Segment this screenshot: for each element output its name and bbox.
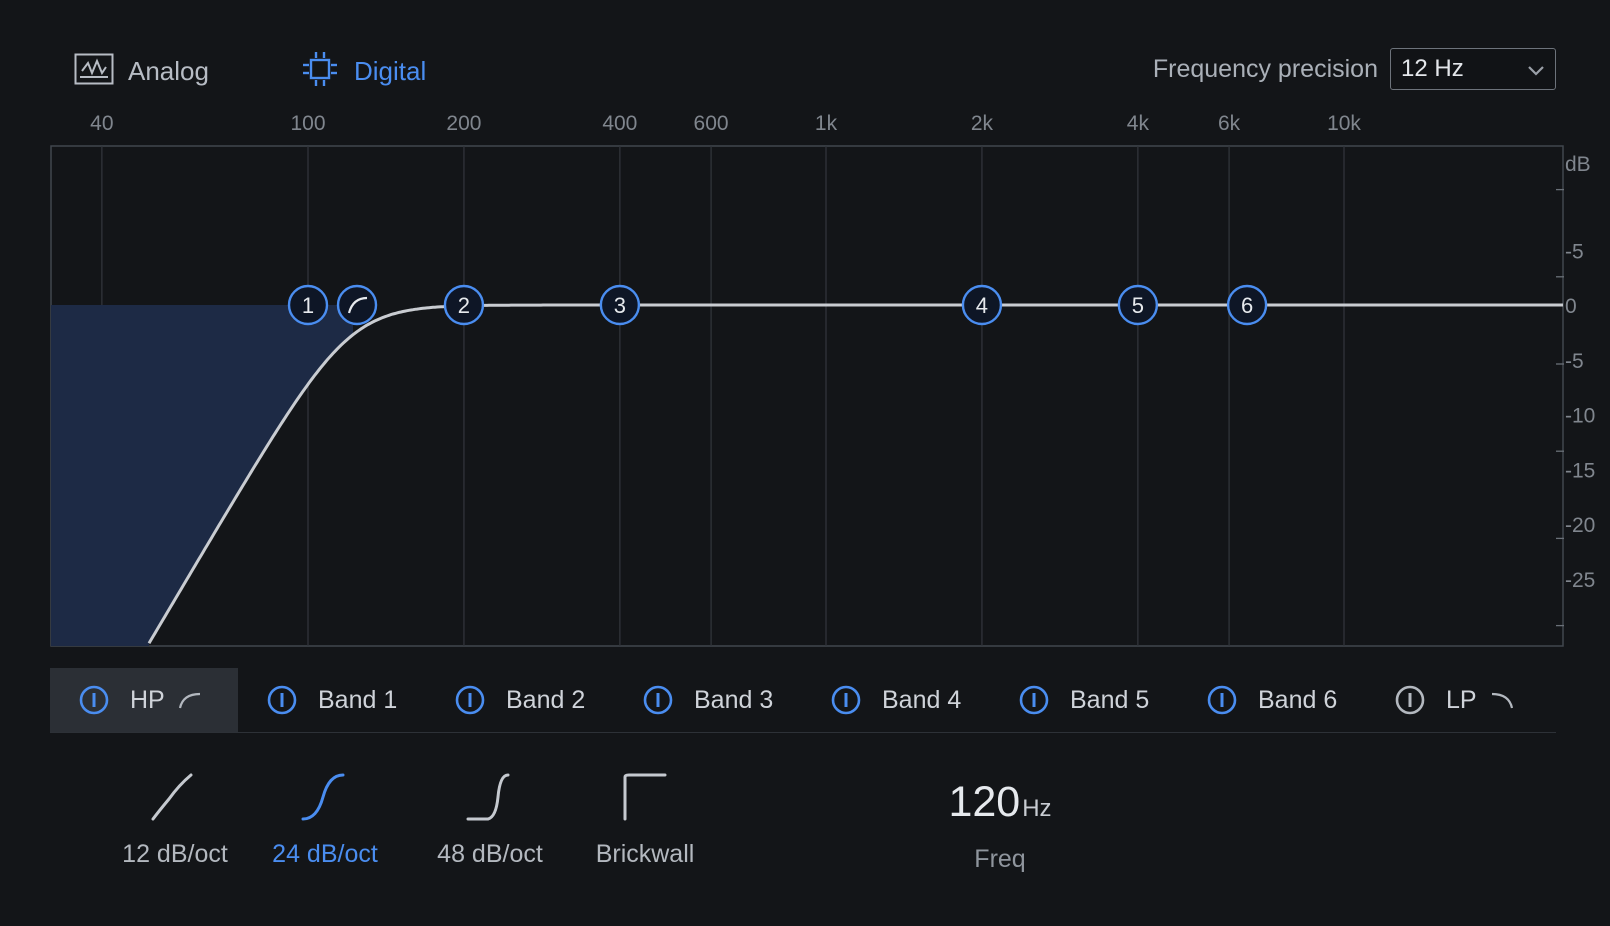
analog-meter-icon — [74, 53, 114, 90]
power-icon[interactable] — [454, 684, 486, 716]
band-node-label: 4 — [976, 293, 988, 318]
tab-label: Band 3 — [694, 685, 774, 714]
hp-node[interactable] — [336, 284, 378, 326]
freq-value: 120 — [948, 778, 1021, 826]
band-node-label: 2 — [458, 293, 470, 318]
chevron-down-icon — [1527, 55, 1545, 83]
db-tick-label: 0 — [1565, 295, 1577, 318]
band-node-label: 5 — [1132, 293, 1144, 318]
frequency-tick-label: 200 — [446, 112, 481, 135]
hp-curve-icon — [177, 690, 203, 710]
power-icon[interactable] — [830, 684, 862, 716]
db-scale: dB -5 0 -5 -10 -15 -20 -25 — [1556, 153, 1595, 627]
frequency-tick-label: 4k — [1127, 112, 1150, 135]
tab-band-5[interactable]: Band 5 — [990, 668, 1178, 732]
frequency-tick-label: 10k — [1327, 112, 1361, 135]
tab-label: Band 4 — [882, 685, 962, 714]
slope-label: 24 dB/oct — [272, 840, 378, 868]
slope-option-3[interactable]: 48 dB/oct — [410, 768, 570, 869]
tab-label: Band 1 — [318, 685, 398, 714]
tab-band-6[interactable]: Band 6 — [1178, 668, 1366, 732]
slope-label: 48 dB/oct — [437, 840, 543, 868]
db-unit: dB — [1565, 153, 1591, 176]
freq-unit: Hz — [1022, 795, 1052, 822]
frequency-tick-label: 6k — [1218, 112, 1241, 135]
slope-label: Brickwall — [595, 840, 695, 868]
tab-band-4[interactable]: Band 4 — [802, 668, 990, 732]
chip-icon — [300, 49, 340, 94]
frequency-precision-label: Frequency precision — [1152, 54, 1378, 83]
slope-option-2[interactable]: 24 dB/oct — [240, 768, 410, 869]
band-tabs: HP Band 1 Band 2 Band 3 Band 4 Band 5 Band 6 LP — [50, 668, 1556, 733]
frequency-precision-select[interactable]: 12 Hz — [1390, 48, 1556, 90]
frequency-tick-labels: 40 100 200 400 600 1k 2k 4k 6k 10k — [90, 112, 1361, 135]
brickwall-icon — [619, 768, 671, 828]
lp-curve-icon — [1489, 690, 1515, 710]
db-tick-label: -20 — [1565, 514, 1595, 537]
tab-lp[interactable]: LP — [1366, 668, 1554, 732]
frequency-grid — [101, 146, 1345, 646]
tab-label: Band 5 — [1070, 685, 1150, 714]
frequency-tick-label: 2k — [971, 112, 994, 135]
hp-curve-icon — [347, 296, 368, 314]
band-node-1[interactable]: 1 — [287, 284, 329, 326]
freq-readout[interactable]: 120Hz Freq — [930, 778, 1070, 874]
power-icon[interactable] — [642, 684, 674, 716]
band-node-label: 1 — [302, 293, 314, 318]
frequency-tick-label: 400 — [602, 112, 637, 135]
power-icon[interactable] — [1206, 684, 1238, 716]
band-node-label: 3 — [614, 293, 626, 318]
power-icon[interactable] — [1018, 684, 1050, 716]
band-node-6[interactable]: 6 — [1226, 284, 1268, 326]
tab-label: Band 6 — [1258, 685, 1338, 714]
db-tick-label: -25 — [1565, 569, 1595, 592]
band-node-2[interactable]: 2 — [443, 284, 485, 326]
graph-frame — [50, 145, 1564, 647]
power-icon[interactable] — [1394, 684, 1426, 716]
tab-hp[interactable]: HP — [50, 668, 238, 732]
analog-mode-label: Analog — [128, 55, 209, 86]
digital-mode-label: Digital — [354, 55, 427, 86]
frequency-tick-label: 40 — [90, 112, 113, 135]
top-bar: Analog Digital Frequency precision 12 Hz — [0, 0, 1610, 120]
db-tick-label: -5 — [1565, 240, 1584, 263]
slope-12-icon — [149, 768, 201, 828]
frequency-precision-value: 12 Hz — [1401, 55, 1464, 82]
frequency-precision: Frequency precision 12 Hz — [1153, 48, 1556, 90]
tab-label: HP — [130, 685, 165, 714]
power-icon[interactable] — [266, 684, 298, 716]
band-node-3[interactable]: 3 — [599, 284, 641, 326]
freq-label: Freq — [974, 845, 1026, 873]
tab-label: LP — [1446, 685, 1477, 714]
eq-curve — [147, 303, 1563, 645]
slope-48-icon — [464, 768, 516, 828]
tab-band-3[interactable]: Band 3 — [614, 668, 802, 732]
tab-band-1[interactable]: Band 1 — [238, 668, 426, 732]
slope-option-1[interactable]: 12 dB/oct — [110, 768, 240, 869]
band-node-4[interactable]: 4 — [961, 284, 1003, 326]
tab-band-2[interactable]: Band 2 — [426, 668, 614, 732]
slope-options: 12 dB/oct 24 dB/oct 48 dB/oct Brickwall — [110, 768, 720, 869]
frequency-tick-label: 100 — [290, 112, 325, 135]
band-node-label: 6 — [1241, 293, 1253, 318]
db-tick-label: -15 — [1565, 459, 1595, 482]
hp-cut-region — [51, 305, 353, 646]
slope-24-icon — [299, 768, 351, 828]
eq-graph[interactable]: 40 100 200 400 600 1k 2k 4k 6k 10k dB -5 0 -5 -10 -15 -… — [0, 110, 1610, 650]
frequency-tick-label: 1k — [815, 112, 838, 135]
slope-option-4[interactable]: Brickwall — [570, 768, 720, 869]
analog-mode-button[interactable]: Analog — [74, 50, 209, 92]
power-icon[interactable] — [78, 684, 110, 716]
db-tick-label: -10 — [1565, 405, 1595, 428]
band-nodes: 1 2 3 4 5 6 — [287, 284, 1268, 326]
band-node-5[interactable]: 5 — [1117, 284, 1159, 326]
digital-mode-button[interactable]: Digital — [300, 50, 426, 92]
db-tick-label: -5 — [1565, 350, 1584, 373]
frequency-tick-label: 600 — [694, 112, 729, 135]
tab-label: Band 2 — [506, 685, 586, 714]
slope-label: 12 dB/oct — [122, 840, 228, 868]
